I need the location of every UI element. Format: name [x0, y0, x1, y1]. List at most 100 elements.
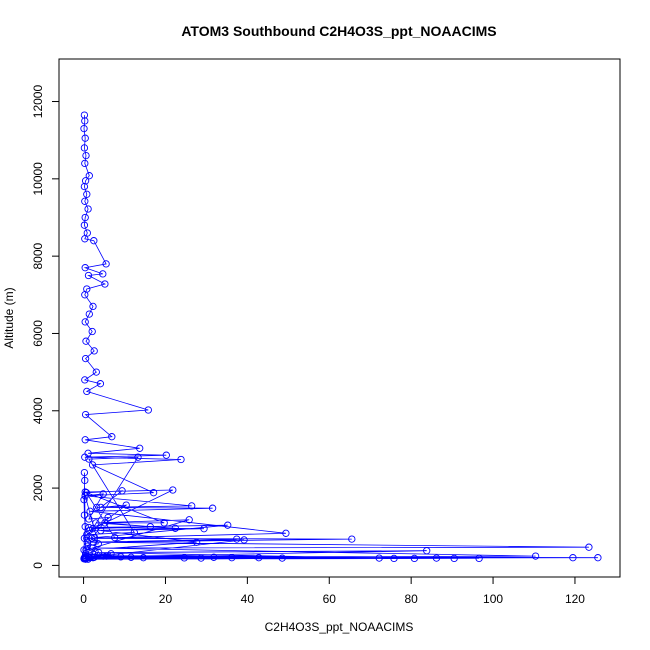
y-tick-label: 2000 [31, 474, 45, 501]
data-point [80, 496, 88, 504]
data-point [224, 521, 232, 529]
data-point [423, 547, 431, 555]
data-point [139, 554, 148, 562]
data-point [85, 172, 93, 180]
x-tick-label: 60 [323, 592, 337, 606]
x-tick-label: 80 [404, 592, 418, 606]
data-point [210, 553, 218, 561]
data-point [81, 159, 89, 168]
data-point [88, 461, 97, 469]
y-axis: 0 2000 4000 6000 8000 10000 12000 [31, 85, 60, 569]
data-point [82, 546, 90, 554]
data-point [85, 455, 93, 463]
data-point [81, 354, 90, 363]
data-point [88, 327, 96, 336]
x-axis-label: C2H4O3S_ppt_NOAACIMS [265, 620, 414, 634]
data-point [97, 503, 105, 512]
data-point [80, 144, 89, 152]
data-point [101, 280, 109, 288]
data-point [208, 504, 217, 512]
data-point [475, 554, 483, 563]
data-point [80, 111, 89, 119]
data-point [81, 436, 89, 444]
data-point [146, 523, 154, 531]
data-point [180, 554, 188, 562]
data-point [90, 237, 98, 245]
data-point [81, 550, 90, 558]
data-point [80, 182, 89, 191]
data-point [80, 534, 89, 542]
data-point [81, 291, 89, 299]
data-point [85, 523, 93, 532]
data-point [585, 543, 593, 551]
data-point [192, 538, 201, 546]
data-point [102, 260, 110, 268]
data-point [95, 548, 103, 557]
data-point [185, 516, 193, 524]
data-point [81, 492, 89, 500]
data-point [88, 525, 97, 533]
chart-title: ATOM3 Southbound C2H4O3S_ppt_NOAACIMS [181, 23, 496, 39]
data-point [83, 534, 91, 542]
data-point [81, 117, 89, 125]
data-point [92, 519, 100, 527]
data-point [197, 554, 205, 562]
data-point [169, 486, 177, 494]
data-point [88, 534, 96, 542]
y-tick-label: 4000 [31, 397, 45, 424]
data-point [282, 529, 290, 537]
data-point [375, 554, 383, 562]
data-point [410, 554, 419, 563]
data-point [162, 451, 170, 459]
data-point [594, 554, 602, 562]
data-point [134, 453, 142, 461]
data-point [171, 524, 179, 532]
data-point [82, 489, 91, 497]
data-point [531, 552, 540, 560]
data-point [91, 547, 99, 556]
data-point [97, 526, 105, 535]
data-point [127, 553, 135, 561]
x-axis: 0 20 40 60 80 100 120 [80, 576, 585, 606]
data-point [81, 453, 89, 461]
data-point [85, 515, 93, 523]
data-point [278, 554, 286, 562]
data-point [99, 552, 107, 560]
data-point [85, 310, 93, 318]
data-point [108, 433, 116, 441]
data-point [99, 490, 107, 498]
data-point [84, 271, 93, 280]
data-point [81, 318, 89, 326]
data-point [80, 221, 89, 229]
data-point [83, 190, 91, 198]
data-point [94, 540, 102, 548]
data-point [432, 554, 441, 562]
x-tick-label: 0 [80, 592, 87, 606]
data-point [122, 501, 130, 509]
data-point [200, 525, 208, 533]
data-point [92, 368, 100, 376]
data-point [81, 488, 89, 496]
data-point [82, 337, 90, 345]
y-tick-label: 12000 [31, 85, 45, 119]
data-point [117, 553, 125, 561]
data-point [83, 530, 91, 539]
x-tick-label: 100 [483, 592, 503, 606]
data-point [107, 550, 115, 558]
data-point [177, 455, 185, 464]
data-point [102, 552, 111, 560]
data-point [90, 347, 98, 355]
y-tick-label: 10000 [31, 162, 45, 196]
data-point [81, 410, 90, 419]
data-point [118, 487, 126, 495]
data-point [81, 134, 89, 142]
data-point [84, 205, 92, 213]
data-point [96, 380, 105, 388]
data-point [80, 546, 88, 554]
data-point [188, 502, 196, 510]
x-tick-label: 40 [241, 592, 255, 606]
data-point [81, 197, 89, 205]
data-point [233, 535, 241, 543]
data-point [90, 533, 99, 542]
